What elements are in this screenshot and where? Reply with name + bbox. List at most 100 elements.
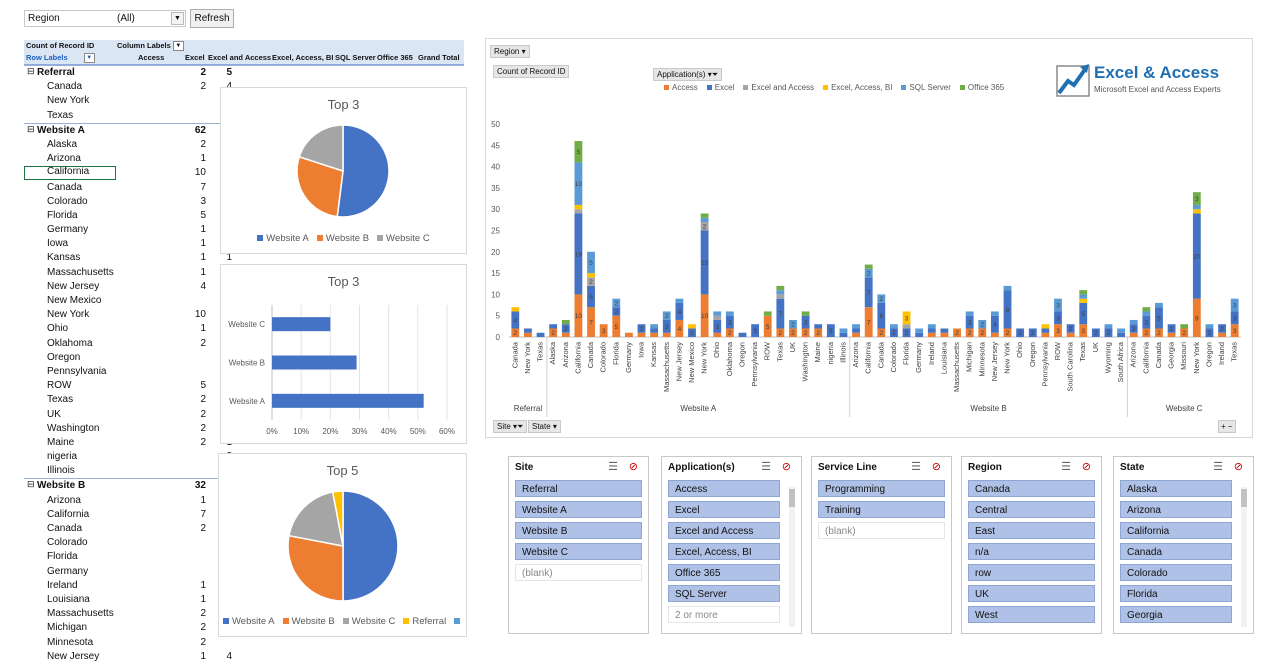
state-field-button[interactable]: State ▾ bbox=[528, 420, 561, 433]
column-segment[interactable] bbox=[814, 328, 823, 337]
column-segment[interactable] bbox=[877, 302, 886, 329]
column-segment[interactable] bbox=[763, 315, 772, 337]
slicer-item[interactable]: Office 365 bbox=[668, 564, 780, 581]
column-segment[interactable] bbox=[1192, 213, 1201, 299]
column-segment[interactable] bbox=[789, 328, 797, 337]
slicer-item[interactable]: Arizona bbox=[1120, 501, 1232, 518]
column-segment[interactable] bbox=[599, 324, 608, 337]
slicer-scrollbar[interactable] bbox=[789, 487, 795, 627]
column-segment[interactable] bbox=[1079, 324, 1088, 337]
slicer-item[interactable]: Excel and Access bbox=[668, 522, 780, 539]
top5-pie-panel[interactable]: Top 5 Website A Website B Website C Referra… bbox=[218, 453, 467, 637]
bar[interactable] bbox=[272, 393, 424, 408]
slicer-item[interactable]: Website B bbox=[515, 522, 642, 539]
column-segment[interactable] bbox=[877, 294, 886, 303]
slicer-item[interactable]: Canada bbox=[968, 480, 1095, 497]
multi-select-icon[interactable]: ☰ bbox=[911, 461, 921, 473]
column-segment[interactable] bbox=[826, 324, 835, 337]
clear-filter-icon[interactable]: ⊘ bbox=[931, 461, 941, 473]
column-segment[interactable] bbox=[650, 328, 659, 333]
pie-slice[interactable] bbox=[287, 534, 344, 602]
column-segment[interactable] bbox=[1041, 328, 1050, 333]
column-segment[interactable] bbox=[574, 294, 583, 337]
column-segment[interactable] bbox=[1054, 324, 1062, 337]
column-segment[interactable] bbox=[561, 324, 570, 333]
column-segment[interactable] bbox=[700, 230, 709, 295]
slicer-item[interactable]: 2 or more bbox=[668, 606, 780, 623]
clear-filter-icon[interactable]: ⊘ bbox=[1233, 461, 1243, 473]
column-segment[interactable] bbox=[612, 298, 621, 308]
column-segment[interactable] bbox=[738, 332, 747, 337]
column-segment[interactable] bbox=[574, 141, 583, 163]
column-segment[interactable] bbox=[725, 328, 734, 337]
column-segment[interactable] bbox=[587, 307, 595, 337]
column-segment[interactable] bbox=[902, 324, 911, 329]
column-segment[interactable] bbox=[927, 324, 936, 329]
site-field-button[interactable]: Site ▾⏷ bbox=[493, 420, 528, 433]
clear-filter-icon[interactable]: ⊘ bbox=[628, 461, 638, 473]
column-segment[interactable] bbox=[637, 324, 646, 333]
row-labels-header[interactable]: Row Labels ▼ bbox=[26, 53, 95, 64]
column-segment[interactable] bbox=[1230, 324, 1239, 337]
pie-slice[interactable] bbox=[296, 155, 344, 218]
column-segment[interactable] bbox=[915, 328, 924, 333]
multi-select-icon[interactable]: ☰ bbox=[761, 461, 771, 473]
column-segment[interactable] bbox=[1041, 324, 1050, 329]
multi-select-icon[interactable]: ☰ bbox=[1213, 461, 1223, 473]
column-segment[interactable] bbox=[1155, 302, 1163, 308]
column-segment[interactable] bbox=[1205, 328, 1214, 337]
column-segment[interactable] bbox=[940, 328, 949, 333]
column-segment[interactable] bbox=[1180, 324, 1189, 329]
column-segment[interactable] bbox=[1054, 298, 1062, 312]
column-segment[interactable] bbox=[713, 319, 722, 333]
column-segment[interactable] bbox=[902, 311, 911, 325]
column-segment[interactable] bbox=[763, 311, 772, 316]
applications-field-button[interactable]: Application(s) ▾⏷ bbox=[653, 68, 723, 81]
column-segment[interactable] bbox=[1079, 302, 1088, 325]
slicer-item[interactable]: Canada bbox=[1120, 543, 1232, 560]
column-segment[interactable] bbox=[1192, 209, 1201, 214]
pivot-row[interactable]: Colorado 3 bbox=[24, 195, 464, 209]
column-segment[interactable] bbox=[864, 277, 873, 308]
column-segment[interactable] bbox=[1104, 328, 1113, 337]
pie-slice[interactable] bbox=[336, 124, 390, 218]
column-segment[interactable] bbox=[561, 319, 570, 325]
column-segment[interactable] bbox=[662, 319, 671, 333]
column-segment[interactable] bbox=[1079, 290, 1088, 295]
column-segment[interactable] bbox=[965, 328, 974, 337]
pivot-row[interactable]: Kansas 1 1 bbox=[24, 251, 464, 265]
column-segment[interactable] bbox=[536, 332, 545, 337]
column-segment[interactable] bbox=[1028, 328, 1037, 337]
collapse-icon[interactable]: ⊟ bbox=[27, 123, 35, 134]
column-segment[interactable] bbox=[1142, 315, 1151, 329]
column-segment[interactable] bbox=[751, 324, 760, 337]
clear-filter-icon[interactable]: ⊘ bbox=[1081, 461, 1091, 473]
column-segment[interactable] bbox=[713, 311, 722, 316]
refresh-button[interactable]: Refresh bbox=[190, 9, 234, 28]
column-segment[interactable] bbox=[700, 217, 709, 222]
column-segment[interactable] bbox=[1016, 328, 1025, 337]
column-segment[interactable] bbox=[864, 307, 873, 337]
column-segment[interactable] bbox=[587, 273, 595, 278]
pie-slice[interactable] bbox=[298, 124, 344, 173]
slicer-item[interactable]: Georgia bbox=[1120, 606, 1232, 623]
column-segment[interactable] bbox=[1066, 324, 1075, 333]
column-segment[interactable] bbox=[927, 328, 936, 333]
column-segment[interactable] bbox=[801, 328, 810, 337]
region-field-button[interactable]: Region ▾ bbox=[490, 45, 530, 58]
column-segment[interactable] bbox=[624, 332, 633, 337]
column-segment[interactable] bbox=[574, 213, 583, 295]
filter-icon[interactable]: ▼ bbox=[172, 41, 184, 52]
column-segment[interactable] bbox=[725, 315, 734, 329]
slicer-item[interactable]: Alaska bbox=[1120, 480, 1232, 497]
column-segment[interactable] bbox=[587, 285, 595, 308]
pivot-chart-panel[interactable]: Region ▾ Count of Record ID Application(… bbox=[485, 38, 1253, 438]
pivot-row[interactable]: Texas bbox=[24, 109, 464, 123]
top3-bar-panel[interactable]: Top 3 0% 10% 20% 30% 40% 50% 60% Website C Websi… bbox=[220, 264, 467, 444]
column-segment[interactable] bbox=[574, 204, 583, 210]
column-segment[interactable] bbox=[953, 328, 961, 337]
slicer-item[interactable]: Training bbox=[818, 501, 945, 518]
column-segment[interactable] bbox=[713, 332, 722, 337]
pivot-group-row[interactable]: ⊟ Referral 2 5 bbox=[24, 65, 464, 80]
column-segment[interactable] bbox=[511, 311, 520, 329]
